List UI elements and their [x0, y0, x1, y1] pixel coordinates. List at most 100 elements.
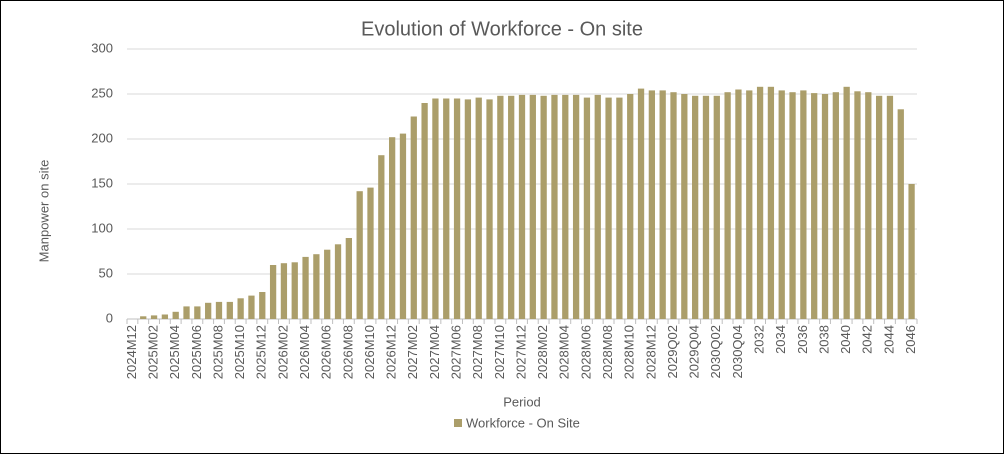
- bar: [194, 306, 201, 319]
- x-tick-label: 2025M04: [167, 325, 182, 379]
- bar: [821, 94, 829, 319]
- x-tick-label: 2028M06: [578, 325, 593, 379]
- x-tick-label: 2034: [773, 325, 788, 354]
- bar: [302, 256, 309, 319]
- x-tick-label: 2028M04: [557, 325, 572, 379]
- bar: [605, 97, 612, 319]
- bar: [572, 94, 580, 320]
- bar: [908, 184, 915, 319]
- x-tick-label: 2042: [860, 325, 875, 354]
- bar: [832, 92, 839, 319]
- bar: [692, 95, 699, 319]
- x-tick-label: 2030Q02: [708, 325, 723, 379]
- bar: [410, 116, 417, 319]
- bar: [226, 301, 233, 319]
- bar: [843, 86, 850, 319]
- bar: [767, 86, 775, 319]
- bar: [551, 94, 558, 320]
- bar: [789, 92, 796, 319]
- bar: [280, 263, 288, 319]
- x-tick-label: 2044: [881, 325, 896, 354]
- x-tick-label: 2025M08: [210, 325, 225, 379]
- bar: [854, 91, 861, 319]
- bar: [583, 97, 591, 319]
- y-tick-label: 50: [99, 265, 113, 280]
- bar: [475, 97, 482, 319]
- bar: [897, 109, 904, 319]
- bar: [421, 103, 428, 319]
- bar: [237, 298, 244, 319]
- x-tick-label: 2030Q04: [730, 325, 745, 379]
- bar: [334, 244, 342, 319]
- bar: [594, 94, 601, 320]
- y-tick-label: 150: [91, 175, 113, 190]
- bar: [205, 302, 212, 319]
- y-tick-label: 100: [91, 220, 113, 235]
- chart-title: Evolution of Workforce - On site: [361, 18, 643, 40]
- x-tick-label: 2026M10: [362, 325, 377, 379]
- legend-label: Workforce - On Site: [466, 415, 580, 430]
- x-tick-label: 2036: [795, 325, 810, 354]
- bar: [161, 314, 169, 319]
- bar: [508, 95, 515, 319]
- x-tick-label: 2025M02: [145, 325, 160, 379]
- bar: [497, 95, 504, 319]
- x-axis-title: Period: [503, 394, 541, 409]
- bar: [670, 92, 677, 319]
- bar: [713, 95, 720, 319]
- x-tick-label: 2026M06: [319, 325, 334, 379]
- bar: [886, 95, 894, 319]
- bar: [529, 94, 536, 320]
- x-tick-label: 2046: [903, 325, 918, 354]
- bar: [746, 90, 753, 320]
- bar: [140, 316, 147, 319]
- bar: [291, 262, 298, 319]
- x-tick-label: 2028M10: [622, 325, 637, 379]
- bar: [313, 254, 320, 319]
- bar: [248, 295, 255, 319]
- x-tick-label: 2027M12: [513, 325, 528, 379]
- x-tick-label: 2040: [838, 325, 853, 354]
- x-tick-label: 2025M12: [254, 325, 269, 379]
- x-tick-label: 2026M08: [340, 325, 355, 379]
- x-tick-label: 2025M06: [189, 325, 204, 379]
- x-tick-label: 2027M02: [405, 325, 420, 379]
- bar: [453, 98, 461, 319]
- bar: [269, 265, 277, 319]
- x-tick-label: 2026M02: [275, 325, 290, 379]
- x-tick-label: 2028M12: [643, 325, 658, 379]
- bar: [681, 94, 688, 319]
- bar: [172, 311, 179, 319]
- bar: [637, 88, 645, 319]
- bar: [356, 191, 363, 319]
- y-tick-label: 200: [91, 130, 113, 145]
- bar: [778, 90, 785, 320]
- bar: [659, 90, 666, 320]
- x-tick-label: 2026M04: [297, 325, 312, 379]
- bar: [735, 89, 742, 319]
- x-tick-label: 2038: [816, 325, 831, 354]
- bar: [259, 292, 266, 319]
- x-tick-label: 2025M10: [232, 325, 247, 379]
- x-tick-label: 2028M08: [600, 325, 615, 379]
- y-axis-title: Manpower on site: [36, 160, 51, 263]
- bar: [724, 92, 731, 319]
- bar: [865, 92, 872, 319]
- x-tick-label: 2024M12: [124, 325, 139, 379]
- x-tick-label: 2032: [752, 325, 767, 354]
- x-tick-label: 2026M12: [384, 325, 399, 379]
- x-tick-label: 2028M02: [535, 325, 550, 379]
- bar: [540, 95, 547, 319]
- bar: [399, 133, 407, 319]
- bar: [518, 94, 526, 320]
- y-tick-label: 300: [91, 40, 113, 55]
- bar: [627, 94, 634, 319]
- bar: [367, 187, 374, 319]
- bar: [378, 155, 385, 319]
- x-tick-label: 2027M04: [427, 325, 442, 379]
- bar: [324, 249, 331, 319]
- bar: [345, 238, 352, 319]
- x-tick-label: 2029Q02: [665, 325, 680, 379]
- x-tick-label: 2027M10: [492, 325, 507, 379]
